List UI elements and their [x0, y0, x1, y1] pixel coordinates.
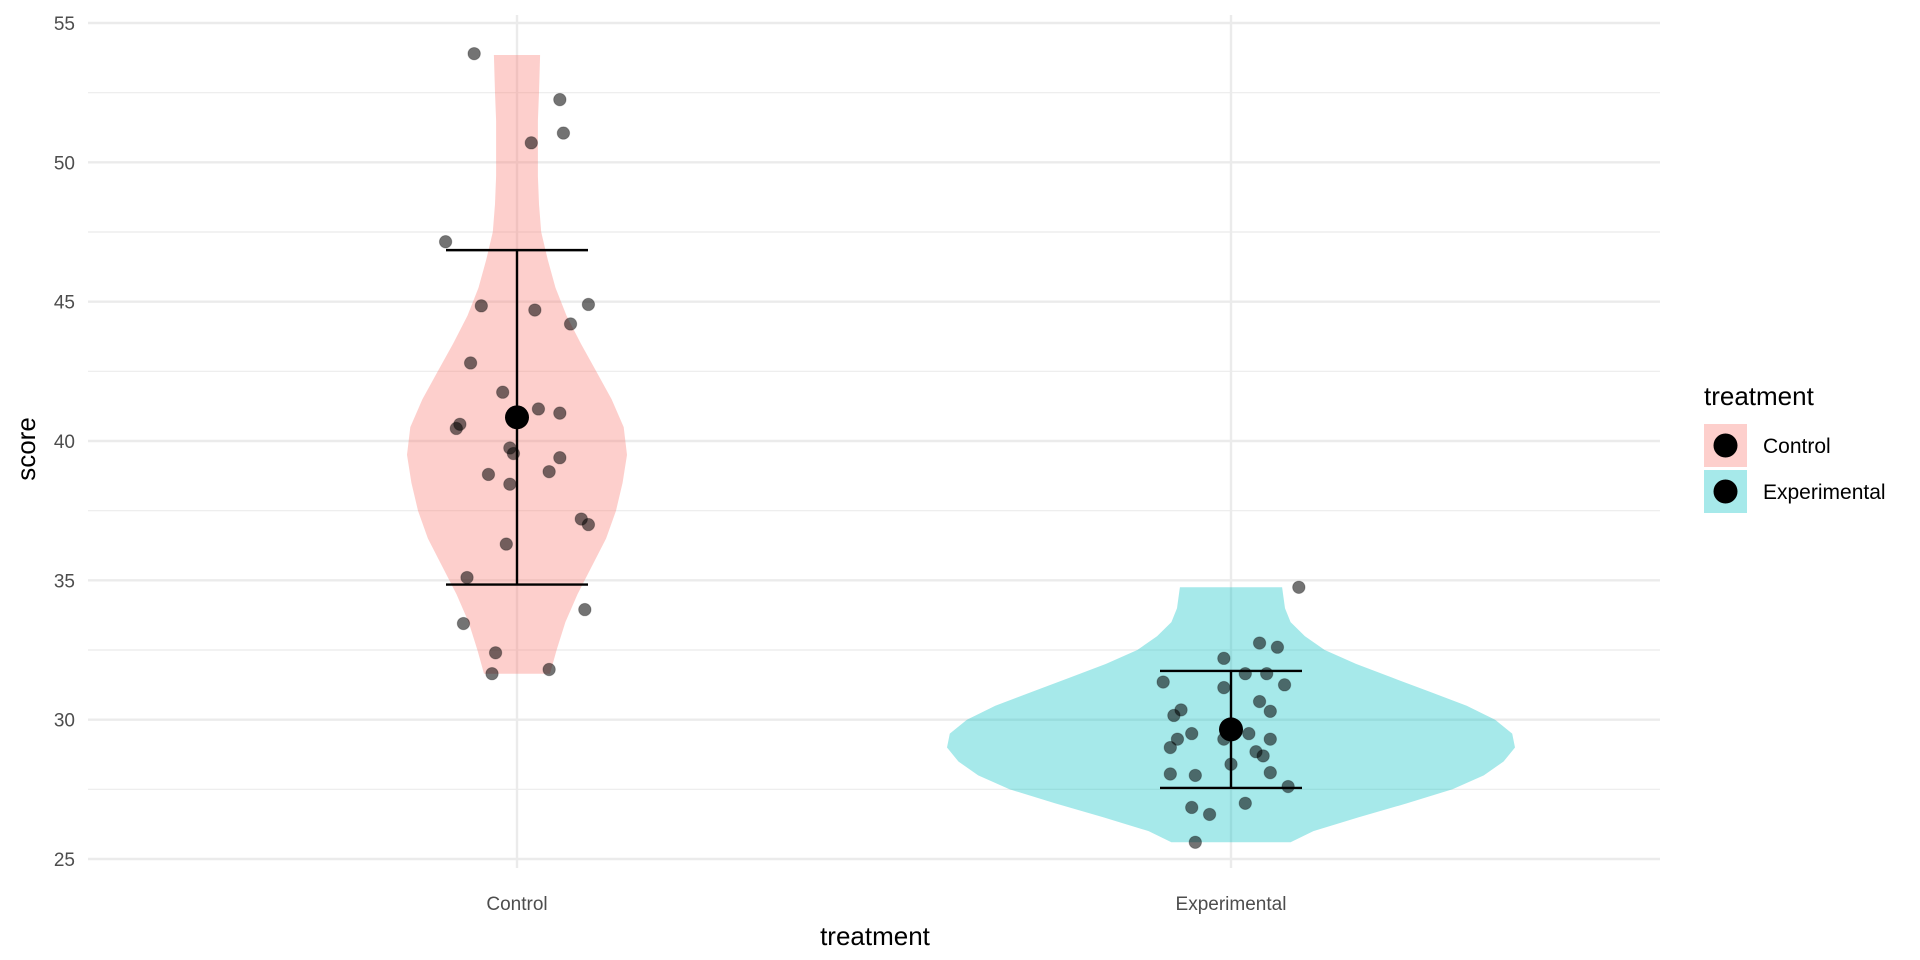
data-point	[503, 477, 517, 491]
data-point	[1188, 768, 1203, 783]
data-point	[581, 297, 596, 312]
data-point	[531, 402, 546, 416]
data-point	[1188, 835, 1203, 849]
data-point	[485, 666, 499, 681]
x-tick-label: Control	[486, 894, 547, 915]
data-point	[542, 662, 556, 677]
x-tick-label: Experimental	[1176, 894, 1287, 915]
data-point	[463, 356, 478, 370]
data-point	[524, 136, 538, 150]
legend-label: Experimental	[1763, 481, 1886, 504]
data-point	[1292, 580, 1306, 594]
y-tick-labels: 25 30 35 40 45 50 55	[54, 14, 75, 871]
data-point	[1252, 694, 1267, 709]
data-point	[1167, 708, 1181, 723]
legend-item-control: Control	[1704, 424, 1831, 467]
data-point	[449, 421, 464, 436]
data-point	[542, 464, 556, 479]
data-point	[496, 385, 510, 399]
data-point	[1263, 704, 1277, 719]
mean-point	[505, 405, 529, 430]
data-point	[1163, 767, 1178, 781]
y-axis-title: score	[11, 417, 41, 481]
data-point	[467, 46, 481, 61]
data-point	[1252, 636, 1267, 650]
mean-point	[1219, 717, 1243, 742]
data-point	[1217, 651, 1231, 666]
data-point	[553, 406, 567, 420]
data-point	[1270, 640, 1285, 654]
data-point	[1217, 680, 1231, 695]
data-point	[460, 570, 474, 585]
data-point	[481, 467, 496, 482]
data-point	[581, 517, 596, 532]
data-point	[1277, 678, 1292, 692]
legend-label: Control	[1763, 435, 1831, 458]
data-point	[553, 451, 567, 465]
legend: treatment Control Experimental	[1704, 381, 1886, 513]
y-tick-label: 50	[54, 153, 75, 174]
data-point	[1185, 800, 1199, 815]
data-point	[1263, 732, 1277, 746]
mean-error-bars	[446, 248, 1302, 790]
data-point	[474, 299, 488, 313]
data-point	[556, 126, 571, 140]
y-tick-label: 45	[54, 293, 75, 314]
data-point	[499, 537, 513, 551]
data-point	[1238, 796, 1252, 810]
data-point	[578, 602, 592, 617]
data-point	[1238, 666, 1252, 681]
x-tick-labels: Control Experimental	[486, 894, 1286, 915]
y-tick-label: 40	[54, 432, 75, 453]
data-point	[1170, 732, 1185, 746]
data-point	[438, 235, 453, 249]
data-point	[1256, 749, 1270, 763]
data-point	[1260, 666, 1274, 681]
data-point	[1263, 765, 1277, 780]
y-tick-label: 25	[54, 850, 75, 871]
legend-key-marker	[1713, 479, 1738, 504]
data-point	[488, 646, 503, 660]
data-point	[528, 303, 542, 317]
data-point	[1163, 740, 1178, 755]
data-point	[553, 92, 567, 107]
data-point	[1202, 807, 1217, 822]
legend-item-experimental: Experimental	[1704, 470, 1886, 513]
data-point	[1185, 726, 1199, 741]
data-point	[1242, 726, 1256, 741]
data-point	[456, 616, 471, 631]
x-axis-title: treatment	[820, 921, 931, 951]
data-point	[1156, 675, 1170, 689]
y-tick-label: 55	[54, 14, 75, 35]
y-tick-label: 30	[54, 711, 75, 732]
legend-key-marker	[1713, 433, 1738, 458]
data-points	[438, 46, 1306, 849]
violins	[407, 55, 1515, 843]
data-point	[563, 317, 578, 331]
data-point	[1281, 779, 1295, 794]
y-tick-label: 35	[54, 571, 75, 592]
legend-title: treatment	[1704, 381, 1815, 411]
